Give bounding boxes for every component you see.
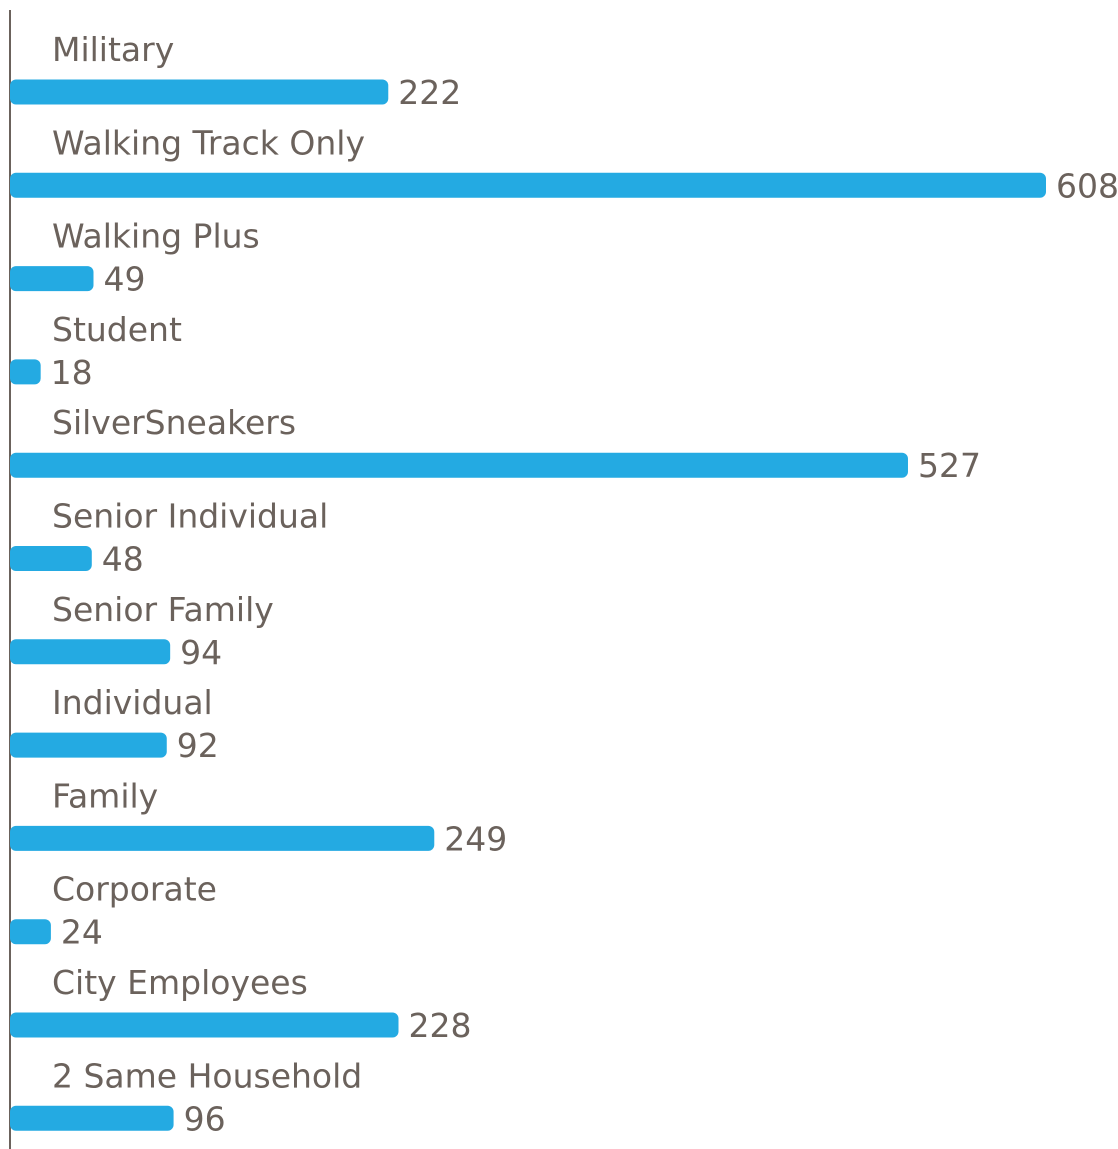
category-label: Walking Track Only xyxy=(52,123,365,162)
category-label: Senior Individual xyxy=(52,497,328,536)
value-labels-group: 222 608 49 18 527 48 94 92 249 24 228 96 xyxy=(51,73,1118,1138)
value-label: 228 xyxy=(409,1006,472,1045)
category-label: Individual xyxy=(52,683,213,722)
value-label: 18 xyxy=(51,353,93,392)
value-label: 49 xyxy=(103,260,145,299)
value-label: 48 xyxy=(102,540,144,579)
value-label: 96 xyxy=(184,1099,226,1138)
value-label: 608 xyxy=(1056,166,1118,205)
bar-10 xyxy=(10,1012,399,1038)
category-label: City Employees xyxy=(52,963,308,1002)
value-label: 24 xyxy=(61,913,103,952)
category-label: Student xyxy=(52,310,182,349)
value-label: 94 xyxy=(180,633,222,672)
bar-4 xyxy=(10,452,908,478)
category-label: SilverSneakers xyxy=(52,403,296,442)
bar-8 xyxy=(10,825,435,851)
bar-6 xyxy=(10,639,171,665)
value-label: 222 xyxy=(398,73,461,112)
bar-7 xyxy=(10,732,167,758)
category-labels-group: Military Walking Track Only Walking Plus St… xyxy=(52,30,365,1095)
bar-9 xyxy=(10,919,51,945)
category-label: Corporate xyxy=(52,870,217,909)
category-label: Family xyxy=(52,776,158,815)
category-label: Military xyxy=(52,30,174,69)
category-label: 2 Same Household xyxy=(52,1056,362,1095)
category-label: Senior Family xyxy=(52,590,274,629)
bar-1 xyxy=(10,172,1046,198)
bar-3 xyxy=(10,359,41,385)
value-label: 249 xyxy=(444,819,507,858)
bar-5 xyxy=(10,546,92,571)
value-label: 92 xyxy=(177,726,219,765)
bar-2 xyxy=(10,266,94,292)
bar-0 xyxy=(10,79,389,105)
category-label: Walking Plus xyxy=(52,217,260,256)
value-label: 527 xyxy=(918,446,981,485)
bar-11 xyxy=(10,1105,174,1131)
bars-group xyxy=(10,79,1046,1131)
